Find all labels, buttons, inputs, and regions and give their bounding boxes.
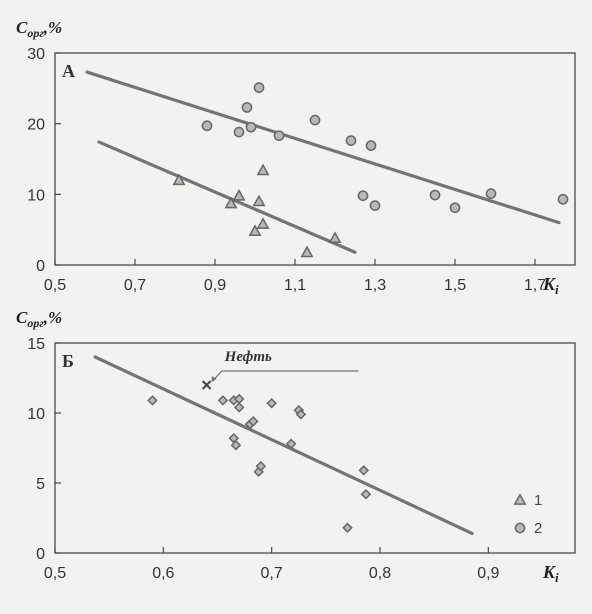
diamond-point [295,409,307,420]
circle-point [245,121,257,133]
chart-panel-2: 0,5 0,6 0,7 0,8 0,9 0 5 10 15 Cорг,% Ki Б Нефть [16,308,576,585]
y-axis-label-sub: орг [27,26,44,40]
circle-point [241,102,253,113]
x-tick-label: 1,5 [444,277,466,294]
legend-marker-circle [514,522,526,534]
diamond-point [147,395,158,406]
legend-label: 1 [534,492,542,509]
triangle-point [328,231,342,244]
x-axis-label-sub: i [555,282,559,297]
diamond-point [233,402,245,413]
circle-point [485,188,497,199]
legend: 12 [513,492,542,537]
y-tick-label: 30 [27,46,45,63]
annotation-arrow-head [211,376,217,382]
x-axis-label-main: K [542,274,557,294]
y-axis-label-main: C [16,18,28,37]
triangle-point [252,194,266,207]
y-tick-label: 15 [27,336,45,353]
y-axis-label-main: C [16,308,28,327]
x-axis-label: Ki [542,562,559,585]
x-tick-label: 1,3 [364,277,386,294]
diamond-point [342,522,353,534]
triangle-point [256,217,270,229]
x-tick-label: 1,7 [524,277,546,294]
x-tick-label: 0,5 [44,565,66,582]
circle-point [369,200,381,211]
triangle-point [300,245,314,258]
x-tick-label: 0,8 [369,565,391,582]
x-axis-label-main: K [542,562,557,582]
circle-point [201,120,213,132]
diamond-point [266,397,277,409]
trend-line [97,140,357,254]
triangle-point [248,224,262,236]
y-axis-label-sub: орг [27,316,44,330]
circle-point [429,189,441,201]
x-tick-label: 0,7 [261,565,283,582]
x-tick-label: 0,9 [204,277,226,294]
panel-label: А [62,61,75,81]
annotation-label: Нефть [224,349,272,365]
diamond-point [360,488,372,500]
x-tick-label: 0,6 [152,565,174,582]
diamond-point [255,460,267,472]
x-tick-label: 1,1 [284,277,306,294]
circle-point [557,193,569,205]
circle-point [449,202,461,214]
y-tick-label: 10 [27,187,45,204]
y-axis-label-unit: ,% [43,308,62,327]
circle-point [365,140,377,151]
y-tick-label: 10 [27,406,45,423]
circle-point [357,190,369,202]
x-axis-label: Ki [542,274,559,297]
y-tick-label: 20 [27,117,45,134]
legend-marker-triangle [513,493,527,505]
diamond-point [358,465,370,476]
x-axis-label-sub: i [555,570,559,585]
triangle-point [256,163,270,176]
chart-panel-1: 0,5 0,7 0,9 1,1 1,3 1,5 1,7 0 10 20 30 Cорг,% Ki А [16,18,576,297]
circle-point [345,135,357,146]
trend-line [85,70,561,225]
x-tick-label: 0,5 [44,277,66,294]
triangle-point [224,196,238,209]
diamond-point [217,395,229,406]
y-tick-label: 0 [36,258,45,275]
trend-line [93,355,474,536]
circle-point [309,114,321,126]
triangle-point [232,189,246,201]
diamond-point [285,438,297,450]
y-axis-label-unit: ,% [43,18,62,37]
y-tick-label: 0 [36,546,45,563]
diamond-point [230,439,242,451]
diamond-point [247,416,259,427]
panel-label: Б [62,351,74,371]
y-tick-label: 5 [36,476,45,493]
triangle-point [172,173,186,186]
legend-label: 2 [534,520,542,537]
cross-point [201,380,212,390]
plot-frame [54,52,576,266]
cross-stroke-b [201,380,212,390]
x-tick-label: 0,9 [477,565,499,582]
plot-frame [54,342,576,554]
circle-point [273,130,285,142]
y-axis-label: Cорг,% [16,18,62,40]
x-tick-label: 0,7 [124,277,146,294]
circle-point [253,82,265,93]
y-axis-label: Cорг,% [16,308,62,330]
circle-point [233,126,245,138]
